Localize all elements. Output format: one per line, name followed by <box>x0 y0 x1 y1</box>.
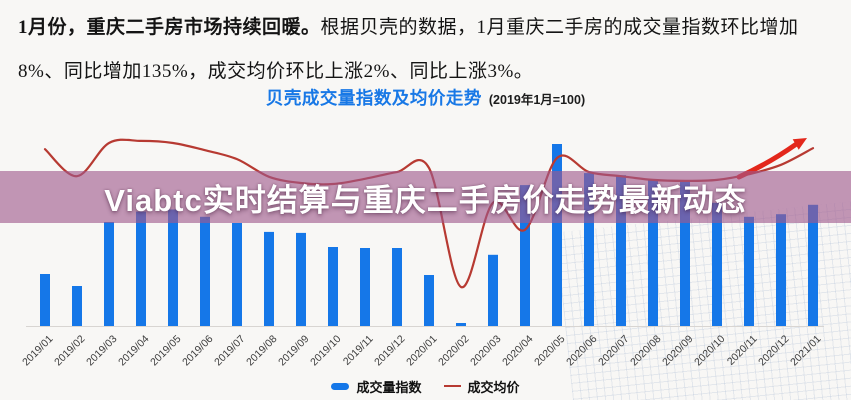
bar-2019/05 <box>168 209 178 326</box>
bars-group <box>40 144 818 326</box>
bar-2019/07 <box>232 223 242 326</box>
legend-item-price: 成交均价 <box>443 377 520 396</box>
overlay-banner: Viabtc实时结算与重庆二手房价走势最新动态 <box>0 171 851 223</box>
bar-2020/08 <box>648 179 658 326</box>
bar-2019/12 <box>392 248 402 326</box>
header-lead-sentence: 1月份，重庆二手房市场持续回暖。 <box>18 17 321 38</box>
bar-2020/11 <box>744 216 754 326</box>
bar-2020/07 <box>616 175 626 326</box>
legend-price-label: 成交均价 <box>467 379 520 395</box>
chart-title: 贝壳成交量指数及均价走势 (2019年1月=100) <box>0 85 851 110</box>
bar-2020/02 <box>456 323 466 326</box>
bar-2019/02 <box>72 286 82 326</box>
bar-2020/03 <box>488 254 498 326</box>
line-swatch-icon <box>443 384 461 388</box>
bar-2019/09 <box>296 232 306 326</box>
trend-arrow-head <box>792 138 807 150</box>
bar-2021/01 <box>808 204 818 326</box>
bar-2019/06 <box>200 216 210 326</box>
bar-2019/01 <box>40 274 50 326</box>
bar-2020/12 <box>776 214 786 326</box>
bar-2020/05 <box>552 144 562 326</box>
bar-2019/03 <box>104 222 114 326</box>
header-paragraph: 1月份，重庆二手房市场持续回暖。根据贝壳的数据，1月重庆二手房的成交量指数环比增… <box>18 6 842 94</box>
bar-2019/04 <box>136 211 146 326</box>
bar-2019/08 <box>264 231 274 326</box>
header-line2: 8%、同比增加135%，成交均价环比上涨2%、同比上涨3%。 <box>18 61 534 82</box>
bar-2020/04 <box>520 185 530 326</box>
overlay-banner-text: Viabtc实时结算与重庆二手房价走势最新动态 <box>104 182 747 218</box>
chart-legend: 成交量指数 成交均价 <box>0 376 851 396</box>
chart-title-main: 贝壳成交量指数及均价走势 <box>265 88 482 108</box>
bar-swatch-icon <box>331 382 350 390</box>
chart-title-subtitle: (2019年1月=100) <box>488 93 586 107</box>
bar-2020/10 <box>712 202 722 326</box>
bar-2020/01 <box>424 275 434 326</box>
bar-2020/06 <box>584 173 594 326</box>
legend-item-volume: 成交量指数 <box>331 377 422 396</box>
legend-volume-label: 成交量指数 <box>356 379 422 395</box>
bar-2019/10 <box>328 247 338 326</box>
bar-2020/09 <box>680 182 690 326</box>
bar-2019/11 <box>360 248 370 326</box>
header-line1-rest: 根据贝壳的数据，1月重庆二手房的成交量指数环比增加 <box>320 17 799 38</box>
